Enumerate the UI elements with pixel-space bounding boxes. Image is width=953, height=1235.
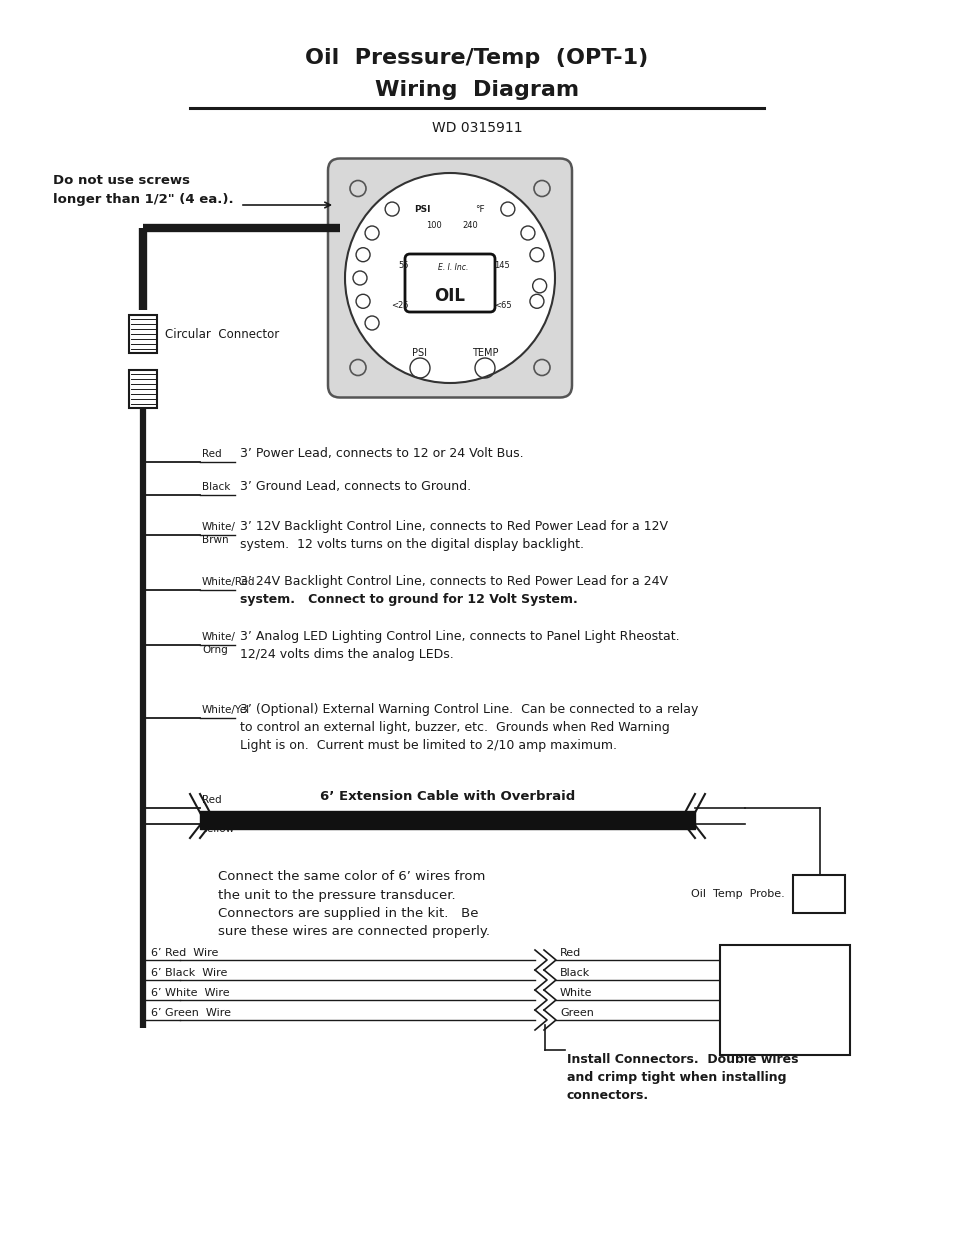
Text: to control an external light, buzzer, etc.  Grounds when Red Warning: to control an external light, buzzer, et… — [240, 721, 669, 734]
Circle shape — [350, 359, 366, 375]
Text: 6’ Red  Wire: 6’ Red Wire — [151, 948, 218, 958]
Text: 6’ White  Wire: 6’ White Wire — [151, 988, 230, 998]
Text: PT-100GA: PT-100GA — [754, 1030, 815, 1044]
Text: Red: Red — [559, 948, 580, 958]
Text: Oil  Pressure/Temp  (OPT-1): Oil Pressure/Temp (OPT-1) — [305, 48, 648, 68]
Text: Red: Red — [202, 795, 221, 805]
Text: White/Yel: White/Yel — [202, 705, 250, 715]
Text: system.  12 volts turns on the digital display backlight.: system. 12 volts turns on the digital di… — [240, 538, 583, 551]
Text: Light is on.  Current must be limited to 2/10 amp maximum.: Light is on. Current must be limited to … — [240, 739, 617, 752]
Text: White/: White/ — [202, 632, 235, 642]
Text: WD 0315911: WD 0315911 — [432, 121, 521, 135]
Text: Circular  Connector: Circular Connector — [165, 327, 279, 341]
Text: Connect the same color of 6’ wires from
the unit to the pressure transducer.
Con: Connect the same color of 6’ wires from … — [218, 869, 490, 939]
Text: Green: Green — [559, 1008, 594, 1018]
Text: 3’ Power Lead, connects to 12 or 24 Volt Bus.: 3’ Power Lead, connects to 12 or 24 Volt… — [240, 447, 523, 459]
Text: 6’ Black  Wire: 6’ Black Wire — [151, 968, 227, 978]
Text: Orng: Orng — [202, 645, 228, 655]
Circle shape — [345, 173, 555, 383]
Text: °F: °F — [475, 205, 484, 215]
Text: TEMP: TEMP — [471, 348, 497, 358]
Text: E. I. Inc.: E. I. Inc. — [437, 263, 468, 273]
Text: 3’ Analog LED Lighting Control Line, connects to Panel Light Rheostat.: 3’ Analog LED Lighting Control Line, con… — [240, 630, 679, 643]
Text: 6’ Extension Cable with Overbraid: 6’ Extension Cable with Overbraid — [319, 790, 575, 803]
Text: PSI: PSI — [414, 205, 430, 215]
Circle shape — [350, 180, 366, 196]
Text: <25: <25 — [391, 301, 408, 310]
Bar — [792, 876, 844, 913]
Text: White: White — [559, 988, 592, 998]
Text: 12/24 volts dims the analog LEDs.: 12/24 volts dims the analog LEDs. — [240, 648, 454, 661]
FancyBboxPatch shape — [328, 158, 572, 398]
Text: 240: 240 — [461, 221, 477, 231]
Text: Red: Red — [202, 450, 221, 459]
Text: Brwn: Brwn — [202, 535, 229, 545]
Text: longer than 1/2" (4 ea.).: longer than 1/2" (4 ea.). — [53, 194, 233, 206]
Text: <65: <65 — [494, 301, 511, 310]
Bar — [129, 370, 157, 408]
Text: 3’ 12V Backlight Control Line, connects to Red Power Lead for a 12V: 3’ 12V Backlight Control Line, connects … — [240, 520, 667, 534]
Text: 100: 100 — [426, 221, 441, 231]
Text: Install Connectors.  Double wires
and crimp tight when installing
connectors.: Install Connectors. Double wires and cri… — [566, 1053, 798, 1102]
Circle shape — [534, 359, 550, 375]
Text: 3’ Ground Lead, connects to Ground.: 3’ Ground Lead, connects to Ground. — [240, 480, 471, 493]
Text: 3’ (Optional) External Warning Control Line.  Can be connected to a relay: 3’ (Optional) External Warning Control L… — [240, 703, 698, 716]
Text: Oil  Temp  Probe.: Oil Temp Probe. — [691, 889, 784, 899]
Text: Wiring  Diagram: Wiring Diagram — [375, 80, 578, 100]
Text: 6’ Green  Wire: 6’ Green Wire — [151, 1008, 231, 1018]
Text: 55: 55 — [398, 262, 409, 270]
Text: Yellow: Yellow — [202, 824, 233, 834]
Bar — [720, 945, 849, 1055]
Text: Pressure
Transducer: Pressure Transducer — [750, 981, 819, 1011]
Circle shape — [534, 180, 550, 196]
Text: White/Red: White/Red — [202, 577, 255, 587]
Text: PSI: PSI — [412, 348, 427, 358]
Text: Black: Black — [202, 482, 230, 492]
Text: 145: 145 — [494, 262, 509, 270]
Text: Do not use screws: Do not use screws — [53, 173, 190, 186]
Text: OIL: OIL — [434, 287, 465, 305]
Text: Black: Black — [559, 968, 590, 978]
Text: 3’ 24V Backlight Control Line, connects to Red Power Lead for a 24V: 3’ 24V Backlight Control Line, connects … — [240, 576, 667, 588]
Bar — [129, 315, 157, 353]
Text: White/: White/ — [202, 522, 235, 532]
FancyBboxPatch shape — [405, 254, 495, 312]
Text: system.   Connect to ground for 12 Volt System.: system. Connect to ground for 12 Volt Sy… — [240, 593, 578, 606]
